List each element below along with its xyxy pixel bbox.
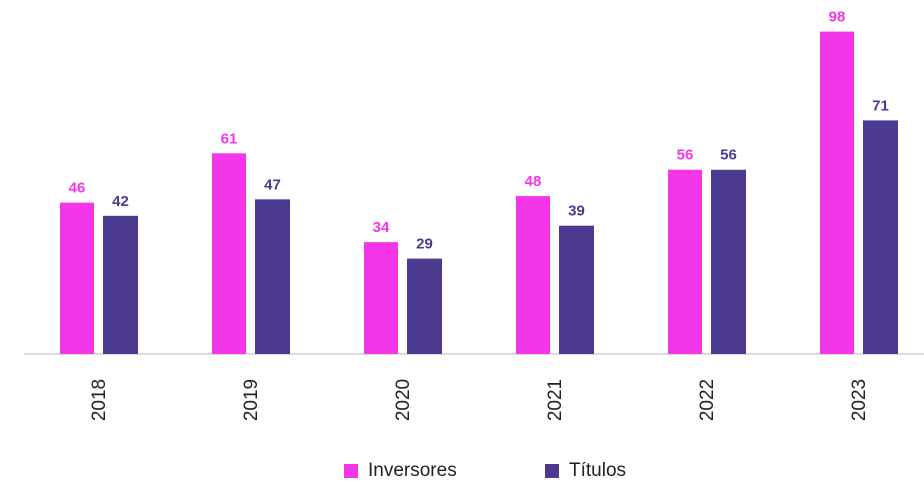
value-label: 46 xyxy=(69,180,86,197)
bar xyxy=(364,242,398,354)
value-label: 48 xyxy=(525,173,542,190)
x-tick-label: 2021 xyxy=(545,379,566,421)
x-tick-label: 2023 xyxy=(849,379,870,421)
x-tick-label: 2022 xyxy=(697,379,718,421)
bar xyxy=(60,202,94,354)
legend-swatch xyxy=(545,464,559,478)
value-label: 71 xyxy=(872,97,889,114)
legend-label: Inversores xyxy=(368,460,457,481)
bar xyxy=(711,169,746,354)
legend-label: Títulos xyxy=(569,460,626,481)
value-label: 42 xyxy=(112,193,129,210)
value-label: 61 xyxy=(221,130,238,147)
value-label: 47 xyxy=(264,176,281,193)
x-tick-label: 2019 xyxy=(241,379,262,421)
bar xyxy=(103,215,138,354)
value-label: 29 xyxy=(416,236,433,253)
x-tick-label: 2018 xyxy=(89,379,110,421)
x-tick-label: 2020 xyxy=(393,379,414,421)
bar xyxy=(407,258,442,354)
bar xyxy=(820,31,854,355)
legend-swatch xyxy=(344,464,358,478)
bar xyxy=(255,199,290,354)
bar xyxy=(863,120,898,354)
bar xyxy=(212,153,246,354)
value-label: 34 xyxy=(373,219,390,236)
value-label: 98 xyxy=(829,9,846,26)
value-label: 56 xyxy=(677,147,694,164)
value-label: 39 xyxy=(568,203,585,220)
bar xyxy=(668,169,702,354)
bar xyxy=(559,225,594,354)
bar xyxy=(516,196,550,354)
value-label: 56 xyxy=(720,147,737,164)
